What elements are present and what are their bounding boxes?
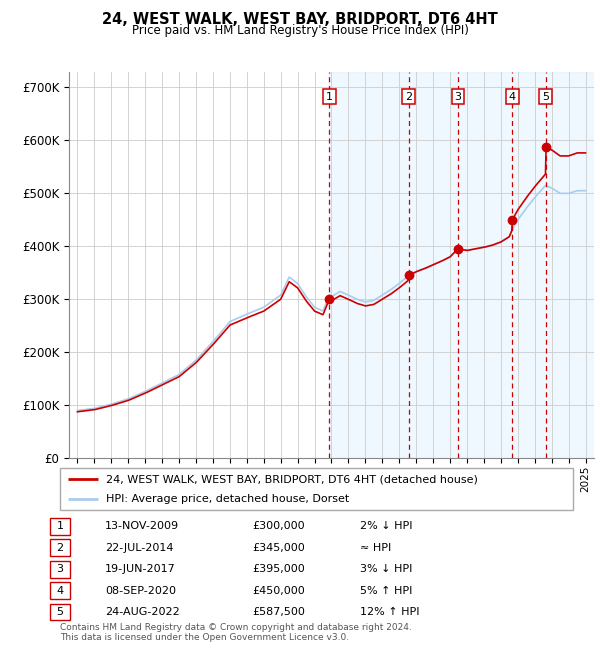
Text: 22-JUL-2014: 22-JUL-2014: [105, 543, 173, 552]
Text: 19-JUN-2017: 19-JUN-2017: [105, 564, 176, 574]
Text: 2% ↓ HPI: 2% ↓ HPI: [360, 521, 413, 531]
Text: 5: 5: [542, 92, 549, 101]
Text: 4: 4: [509, 92, 516, 101]
Text: 08-SEP-2020: 08-SEP-2020: [105, 586, 176, 595]
Text: 1: 1: [326, 92, 333, 101]
Text: HPI: Average price, detached house, Dorset: HPI: Average price, detached house, Dors…: [106, 494, 349, 504]
Text: 2: 2: [56, 543, 64, 552]
Text: 3: 3: [454, 92, 461, 101]
Text: 5% ↑ HPI: 5% ↑ HPI: [360, 586, 412, 595]
Text: 24, WEST WALK, WEST BAY, BRIDPORT, DT6 4HT (detached house): 24, WEST WALK, WEST BAY, BRIDPORT, DT6 4…: [106, 474, 478, 484]
Text: 24, WEST WALK, WEST BAY, BRIDPORT, DT6 4HT: 24, WEST WALK, WEST BAY, BRIDPORT, DT6 4…: [102, 12, 498, 27]
Text: This data is licensed under the Open Government Licence v3.0.: This data is licensed under the Open Gov…: [60, 632, 349, 642]
FancyBboxPatch shape: [60, 468, 573, 510]
Text: 2: 2: [405, 92, 412, 101]
Text: £300,000: £300,000: [252, 521, 305, 531]
Text: £587,500: £587,500: [252, 607, 305, 617]
Text: £450,000: £450,000: [252, 586, 305, 595]
Text: Contains HM Land Registry data © Crown copyright and database right 2024.: Contains HM Land Registry data © Crown c…: [60, 623, 412, 632]
Text: 13-NOV-2009: 13-NOV-2009: [105, 521, 179, 531]
Text: 24-AUG-2022: 24-AUG-2022: [105, 607, 180, 617]
Text: 4: 4: [56, 586, 64, 595]
Text: 3: 3: [56, 564, 64, 574]
Text: Price paid vs. HM Land Registry's House Price Index (HPI): Price paid vs. HM Land Registry's House …: [131, 24, 469, 37]
Text: 12% ↑ HPI: 12% ↑ HPI: [360, 607, 419, 617]
Text: £395,000: £395,000: [252, 564, 305, 574]
Bar: [329, 72, 600, 458]
Text: 1: 1: [56, 521, 64, 531]
Text: 3% ↓ HPI: 3% ↓ HPI: [360, 564, 412, 574]
Text: 5: 5: [56, 607, 64, 617]
Text: ≈ HPI: ≈ HPI: [360, 543, 391, 552]
Text: £345,000: £345,000: [252, 543, 305, 552]
